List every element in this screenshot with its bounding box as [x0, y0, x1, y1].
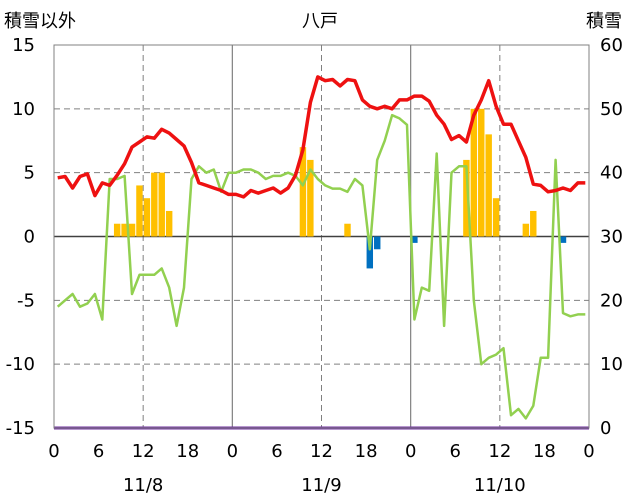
- x-hour-label: 18: [355, 441, 378, 462]
- left-tick-label: 10: [12, 99, 35, 120]
- snowfall-bar: [136, 185, 143, 237]
- left-tick-label: -15: [6, 418, 35, 439]
- snowfall-bar: [307, 159, 314, 237]
- chart-title: 八戸: [302, 11, 338, 32]
- right-tick-label: 10: [600, 354, 623, 375]
- snow-decrease-bar: [411, 236, 418, 243]
- x-hour-label: 0: [405, 441, 416, 462]
- snowfall-bar: [121, 223, 128, 237]
- x-hour-label: 18: [533, 441, 556, 462]
- right-axis-label: 積雪: [586, 11, 622, 32]
- right-tick-label: 0: [600, 418, 611, 439]
- left-tick-label: -5: [17, 290, 35, 311]
- x-hour-label: 12: [488, 441, 511, 462]
- x-hour-label: 18: [176, 441, 199, 462]
- snow-decrease-bar: [559, 236, 567, 243]
- x-hour-label: 12: [310, 441, 333, 462]
- left-tick-label: 0: [24, 227, 35, 248]
- snowfall-bar: [463, 159, 470, 237]
- x-hour-label: 12: [132, 441, 155, 462]
- snowfall-bar: [344, 223, 351, 237]
- x-date-label: 11/9: [301, 475, 341, 496]
- snowfall-bar: [128, 223, 136, 237]
- left-axis-label: 積雪以外: [4, 11, 76, 32]
- snow-decrease-bar: [366, 236, 374, 269]
- snowfall-bars: [113, 108, 567, 269]
- x-hour-label: 0: [227, 441, 238, 462]
- x-date-label: 11/10: [474, 475, 526, 496]
- right-tick-label: 60: [600, 35, 623, 56]
- x-hour-label: 6: [450, 441, 461, 462]
- snowfall-bar: [113, 223, 121, 237]
- snowfall-bar: [492, 198, 500, 237]
- snowfall-bar: [158, 172, 165, 237]
- snowfall-bar: [478, 108, 485, 237]
- snow-decrease-bar: [374, 236, 381, 250]
- x-hour-label: 0: [48, 441, 59, 462]
- snow-depth-line: [56, 113, 586, 420]
- snowfall-bar: [151, 172, 158, 237]
- x-hour-label: 0: [583, 441, 594, 462]
- snowfall-bar: [530, 210, 537, 237]
- right-tick-label: 30: [600, 227, 623, 248]
- x-date-label: 11/8: [123, 475, 163, 496]
- left-tick-label: 5: [24, 163, 35, 184]
- x-hour-label: 6: [93, 441, 104, 462]
- right-tick-label: 50: [600, 99, 623, 120]
- x-hour-label: 6: [271, 441, 282, 462]
- plot-frame: [53, 44, 590, 429]
- snowfall-bar: [299, 147, 307, 237]
- snowfall-bar: [165, 210, 173, 237]
- left-tick-label: -10: [6, 354, 35, 375]
- temperature-line: [57, 75, 586, 199]
- snowfall-bar: [143, 198, 151, 237]
- snowfall-bar: [485, 134, 492, 237]
- snowfall-bar: [470, 108, 478, 237]
- snowfall-bar: [522, 223, 530, 237]
- right-tick-label: 40: [600, 163, 623, 184]
- right-tick-label: 20: [600, 290, 623, 311]
- left-tick-label: 15: [12, 35, 35, 56]
